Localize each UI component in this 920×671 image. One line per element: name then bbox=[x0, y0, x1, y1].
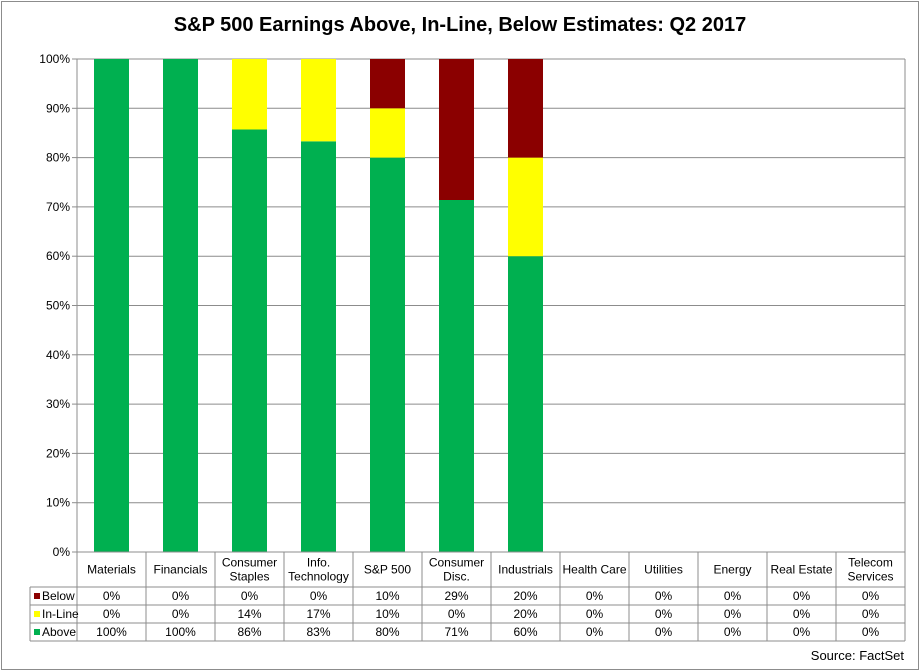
data-label: 80% bbox=[375, 625, 399, 639]
legend-key-above bbox=[34, 629, 40, 635]
legend-label: In-Line bbox=[42, 607, 79, 621]
y-tick-label: 90% bbox=[46, 101, 70, 115]
legend-key-below bbox=[34, 593, 40, 599]
bar-in-line-segment bbox=[508, 157, 543, 257]
category-label: Services bbox=[847, 570, 893, 584]
bar-in-line-segment bbox=[301, 59, 336, 142]
data-label: 0% bbox=[655, 607, 673, 621]
data-label: 0% bbox=[586, 589, 604, 603]
category-label: Utilities bbox=[644, 563, 683, 577]
bar-above-segment bbox=[163, 59, 198, 552]
bar-above-segment bbox=[232, 129, 267, 552]
data-label: 0% bbox=[724, 589, 742, 603]
y-tick-label: 60% bbox=[46, 249, 70, 263]
category-label: Consumer bbox=[222, 556, 277, 570]
data-label: 0% bbox=[793, 589, 811, 603]
data-label: 10% bbox=[375, 607, 399, 621]
y-tick-label: 20% bbox=[46, 446, 70, 460]
category-label: Staples bbox=[229, 570, 269, 584]
category-label: Industrials bbox=[498, 563, 553, 577]
y-tick-label: 80% bbox=[46, 151, 70, 165]
bar-in-line-segment bbox=[370, 108, 405, 158]
data-label: 100% bbox=[165, 625, 196, 639]
data-label: 29% bbox=[444, 589, 468, 603]
y-tick-label: 100% bbox=[39, 52, 70, 66]
legend-key-in-line bbox=[34, 611, 40, 617]
y-tick-label: 30% bbox=[46, 397, 70, 411]
category-label: Real Estate bbox=[770, 563, 832, 577]
data-label: 0% bbox=[724, 625, 742, 639]
bar-below-segment bbox=[439, 59, 474, 200]
bar-below-segment bbox=[508, 59, 543, 158]
bar-above-segment bbox=[94, 59, 129, 552]
data-label: 0% bbox=[655, 589, 673, 603]
category-label: Health Care bbox=[562, 563, 626, 577]
data-label: 0% bbox=[172, 607, 190, 621]
category-label: Info. bbox=[307, 556, 330, 570]
data-label: 60% bbox=[513, 625, 537, 639]
data-label: 0% bbox=[586, 607, 604, 621]
data-label: 83% bbox=[306, 625, 330, 639]
bar-above-segment bbox=[439, 199, 474, 553]
data-label: 10% bbox=[375, 589, 399, 603]
chart-title: S&P 500 Earnings Above, In-Line, Below E… bbox=[173, 14, 747, 36]
category-label: Technology bbox=[288, 570, 349, 584]
data-label: 86% bbox=[237, 625, 261, 639]
data-label: 0% bbox=[862, 589, 880, 603]
y-tick-label: 50% bbox=[46, 299, 70, 313]
bar-above-segment bbox=[370, 157, 405, 552]
category-label: S&P 500 bbox=[364, 563, 411, 577]
data-label: 71% bbox=[444, 625, 468, 639]
data-label: 0% bbox=[586, 625, 604, 639]
data-label: 0% bbox=[724, 607, 742, 621]
data-label: 0% bbox=[241, 589, 259, 603]
data-label: 0% bbox=[655, 625, 673, 639]
y-tick-label: 40% bbox=[46, 348, 70, 362]
data-label: 17% bbox=[306, 607, 330, 621]
y-tick-label: 70% bbox=[46, 200, 70, 214]
category-label: Energy bbox=[713, 563, 751, 577]
data-label: 0% bbox=[793, 625, 811, 639]
data-label: 14% bbox=[237, 607, 261, 621]
data-label: 0% bbox=[103, 589, 121, 603]
data-label: 0% bbox=[862, 607, 880, 621]
y-tick-label: 10% bbox=[46, 496, 70, 510]
category-label: Disc. bbox=[443, 570, 470, 584]
data-label: 0% bbox=[103, 607, 121, 621]
data-label: 100% bbox=[96, 625, 127, 639]
legend-label: Above bbox=[42, 625, 76, 639]
category-label: Financials bbox=[153, 563, 207, 577]
bar-below-segment bbox=[370, 59, 405, 109]
data-label: 20% bbox=[513, 607, 537, 621]
source-note: Source: FactSet bbox=[810, 648, 904, 663]
category-label: Materials bbox=[87, 563, 136, 577]
category-label: Telecom bbox=[848, 556, 893, 570]
data-label: 0% bbox=[172, 589, 190, 603]
bar-above-segment bbox=[508, 256, 543, 552]
data-label: 0% bbox=[793, 607, 811, 621]
data-label: 0% bbox=[310, 589, 328, 603]
data-label: 0% bbox=[862, 625, 880, 639]
bar-above-segment bbox=[301, 141, 336, 552]
data-label: 0% bbox=[448, 607, 466, 621]
bar-in-line-segment bbox=[232, 59, 267, 130]
data-label: 20% bbox=[513, 589, 537, 603]
legend-label: Below bbox=[42, 589, 75, 603]
category-label: Consumer bbox=[429, 556, 484, 570]
y-tick-label: 0% bbox=[53, 545, 71, 559]
